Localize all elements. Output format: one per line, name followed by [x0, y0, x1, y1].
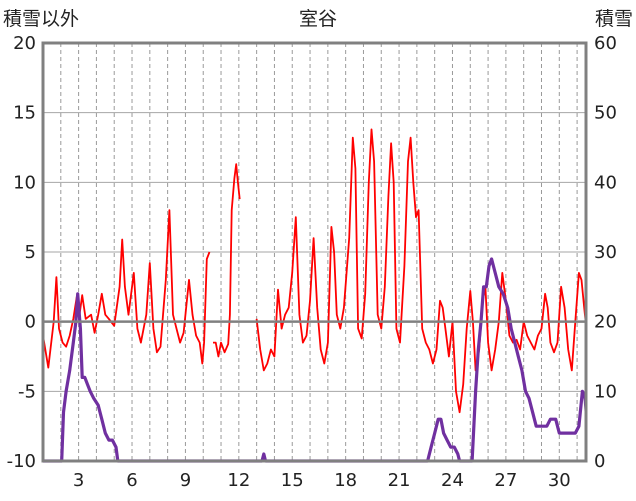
left-axis-tick-label: 15 — [13, 103, 36, 124]
chart-title: 室谷 — [299, 8, 337, 30]
left-axis-tick-label: 0 — [25, 312, 36, 333]
left-axis-tick-label: 20 — [13, 33, 36, 54]
right-axis-tick-label: 20 — [594, 312, 617, 333]
right-axis-tick-label: 60 — [594, 33, 617, 54]
right-axis-label: 積雪 — [595, 8, 633, 30]
x-axis-tick-label: 9 — [180, 470, 191, 491]
left-axis-tick-label: -10 — [7, 451, 36, 472]
snow-depth-line-1-0 — [43, 257, 586, 463]
left-axis-tick-label: -5 — [18, 381, 36, 402]
temperature-line-0-1 — [213, 163, 241, 358]
right-axis-tick-label: 30 — [594, 242, 617, 263]
x-axis-tick-label: 3 — [73, 470, 84, 491]
axes: -10 -5 0 5 10 15 20 0 10 20 30 40 50 60 3 6 9 12 15 18 21 24 2… — [7, 33, 617, 491]
x-axis-tick-label: 24 — [441, 470, 464, 491]
x-axis-tick-label: 30 — [548, 470, 571, 491]
right-axis-tick-label: 10 — [594, 381, 617, 402]
left-axis-label: 積雪以外 — [3, 8, 79, 30]
x-axis-tick-label: 21 — [388, 470, 411, 491]
temperature-line-0-2 — [255, 128, 586, 414]
right-axis-tick-label: 0 — [594, 451, 605, 472]
x-axis-tick-label: 15 — [281, 470, 304, 491]
left-axis-tick-label: 5 — [25, 242, 36, 263]
right-axis-tick-label: 50 — [594, 103, 617, 124]
x-axis-tick-label: 18 — [334, 470, 357, 491]
left-axis-tick-label: 10 — [13, 172, 36, 193]
right-axis-tick-label: 40 — [594, 172, 617, 193]
x-axis-tick-label: 6 — [126, 470, 137, 491]
x-axis-tick-label: 12 — [227, 470, 250, 491]
x-axis-tick-label: 27 — [494, 470, 517, 491]
plot-frame — [41, 41, 588, 463]
temperature-line-0-0 — [43, 209, 211, 369]
series — [43, 128, 586, 463]
